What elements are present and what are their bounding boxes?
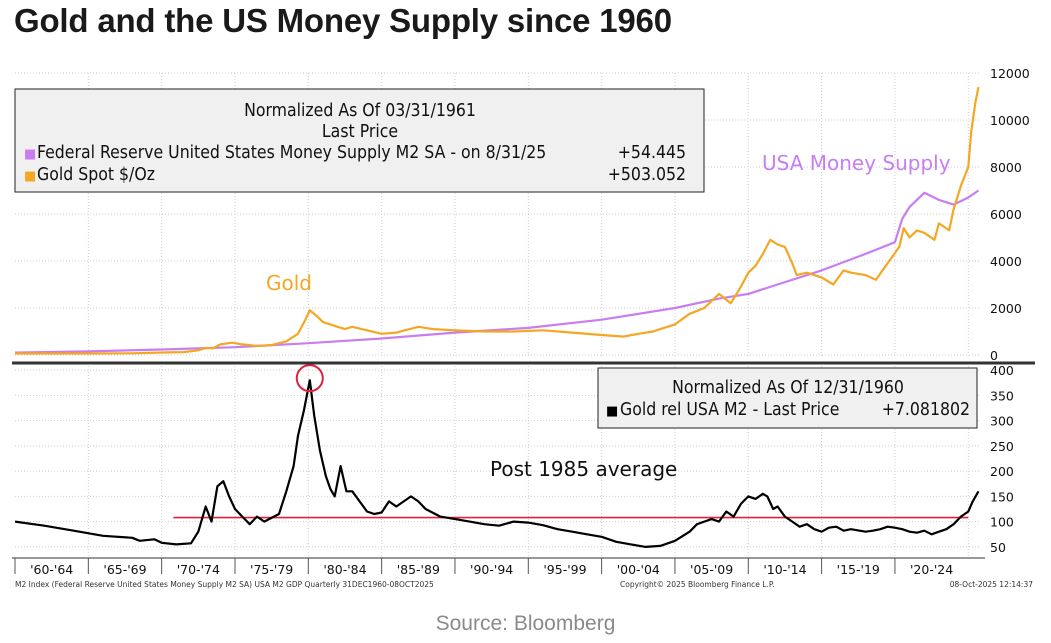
bottom-ytick-label: 200 xyxy=(990,464,1014,479)
top-legend-label-m2: Federal Reserve United States Money Supp… xyxy=(37,143,546,163)
top-legend-subtitle: Last Price xyxy=(322,122,398,142)
x-tick-label: '85-'89 xyxy=(397,562,440,577)
x-tick-label: '75-'79 xyxy=(250,562,293,577)
source-note: Source: Bloomberg xyxy=(435,612,616,635)
x-tick-label: '70-'74 xyxy=(177,562,220,577)
top-ytick-label: 6000 xyxy=(990,207,1022,222)
top-legend-value-gold: +503.052 xyxy=(608,165,686,185)
x-tick-label: '95-'99 xyxy=(543,562,586,577)
bottom-ytick-label: 350 xyxy=(990,388,1014,403)
x-tick-label: '15-'19 xyxy=(837,562,880,577)
bottom-legend-label: Gold rel USA M2 - Last Price xyxy=(620,400,839,420)
top-legend-title: Normalized As Of 03/31/1961 xyxy=(244,101,476,121)
top-legend-marker-gold: ■ xyxy=(24,169,36,184)
top-ytick-label: 0 xyxy=(990,348,998,363)
gold-line xyxy=(15,86,980,355)
bottom-ytick-label: 100 xyxy=(990,515,1014,530)
top-ytick-label: 2000 xyxy=(990,301,1022,316)
money-supply-line xyxy=(14,189,980,354)
gold-rel-m2-line xyxy=(14,379,980,549)
x-tick-label: '90-'94 xyxy=(470,562,513,577)
top-ytick-label: 10000 xyxy=(990,113,1030,128)
bottom-ytick-label: 50 xyxy=(990,540,1006,555)
peak-circle xyxy=(295,364,324,393)
top-legend: Normalized As Of 03/31/1961 Last Price ■… xyxy=(14,88,705,193)
x-tick-label: '20-'24 xyxy=(910,562,953,577)
top-ytick-label: 12000 xyxy=(990,66,1030,81)
top-ytick-label: 4000 xyxy=(990,254,1022,269)
bottom-ytick-label: 250 xyxy=(990,439,1014,454)
money-supply-annotation: USA Money Supply xyxy=(762,151,951,175)
bottom-legend-title: Normalized As Of 12/31/1960 xyxy=(672,378,904,398)
footer-center: Copyright© 2025 Bloomberg Finance L.P. xyxy=(620,580,775,589)
bottom-ytick-label: 300 xyxy=(990,414,1014,429)
x-tick-label: '65-'69 xyxy=(103,562,146,577)
top-grid xyxy=(15,72,980,358)
x-tick-label: '60-'64 xyxy=(30,562,73,577)
footer-right: 08-Oct-2025 12:14:37 xyxy=(950,580,1034,589)
bottom-legend-value: +7.081802 xyxy=(882,400,970,420)
bottom-ytick-label: 150 xyxy=(990,489,1014,504)
bottom-series xyxy=(14,364,980,549)
x-tick-label: '00-'04 xyxy=(617,562,660,577)
top-legend-label-gold: Gold Spot $/Oz xyxy=(37,165,155,185)
x-tick-label: '80-'84 xyxy=(323,562,366,577)
chart: 0 2000 4000 6000 8000 10000 12000 50 100 150 200 25… xyxy=(12,66,1035,589)
gold-annotation: Gold xyxy=(266,271,312,295)
x-tick-label: '10-'14 xyxy=(763,562,806,577)
bottom-legend: Normalized As Of 12/31/1960 ■ Gold rel U… xyxy=(597,367,978,429)
bottom-ytick-label: 400 xyxy=(990,363,1014,378)
average-annotation: Post 1985 average xyxy=(490,457,677,481)
top-series xyxy=(14,86,980,355)
x-tick-label: '05-'09 xyxy=(690,562,733,577)
footer-left: M2 Index (Federal Reserve United States … xyxy=(15,580,434,589)
top-ytick-label: 8000 xyxy=(990,160,1022,175)
bottom-legend-marker: ■ xyxy=(606,404,618,419)
page-title: Gold and the US Money Supply since 1960 xyxy=(14,2,672,39)
top-legend-value-m2: +54.445 xyxy=(618,143,686,163)
top-legend-marker-m2: ■ xyxy=(24,147,36,162)
axes: 0 2000 4000 6000 8000 10000 12000 50 100 150 200 25… xyxy=(12,66,1035,577)
